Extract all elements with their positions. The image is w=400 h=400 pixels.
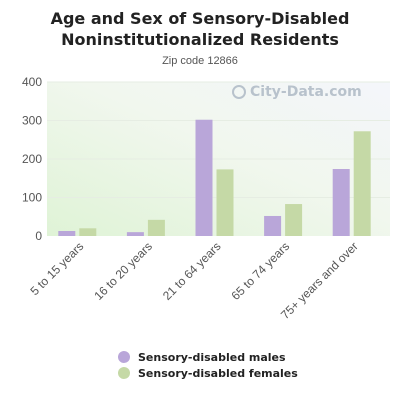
bar-males-1 — [126, 232, 144, 236]
legend: Sensory-disabled males Sensory-disabled … — [118, 349, 298, 381]
y-tick-label-0: 0 — [35, 229, 42, 243]
y-tick-label-3: 300 — [22, 114, 42, 128]
bar-males-0 — [58, 230, 76, 236]
y-tick-label-1: 100 — [22, 191, 42, 205]
bar-females-2 — [216, 169, 234, 236]
watermark-text: City-Data.com — [250, 84, 362, 100]
legend-label-females: Sensory-disabled females — [138, 366, 298, 380]
x-tick-label-3: 65 to 74 years — [229, 239, 293, 303]
x-tick-label-2: 21 to 64 years — [160, 239, 224, 303]
x-tick-label-4: 75+ years and over — [278, 239, 361, 322]
bar-males-2 — [195, 119, 213, 236]
chart-title: Age and Sex of Sensory-Disabled Noninsti… — [0, 8, 400, 50]
legend-item-females: Sensory-disabled females — [118, 365, 298, 381]
bar-males-4 — [332, 169, 350, 236]
watermark: City-Data.com — [232, 84, 362, 100]
x-tick-label-1: 16 to 20 years — [91, 239, 155, 303]
chart-subtitle: Zip code 12866 — [162, 55, 238, 67]
bar-chart: 0 100 200 300 400 5 to 15 years 16 to 20 year… — [22, 75, 390, 322]
x-tick-label-0: 5 to 15 years — [27, 239, 86, 298]
y-tick-label-2: 200 — [22, 152, 42, 166]
y-tick-label-4: 400 — [22, 75, 42, 89]
legend-swatch-females — [118, 367, 130, 379]
legend-item-males: Sensory-disabled males — [118, 349, 298, 365]
bar-females-1 — [147, 219, 165, 236]
bar-females-0 — [79, 228, 97, 236]
bar-males-3 — [264, 215, 282, 236]
chart-title-line-1: Age and Sex of Sensory-Disabled — [50, 9, 350, 28]
bar-females-4 — [353, 131, 371, 236]
legend-swatch-males — [118, 351, 130, 363]
watermark-icon — [232, 85, 246, 99]
chart-title-line-2: Noninstitutionalized Residents — [61, 30, 339, 49]
legend-label-males: Sensory-disabled males — [138, 350, 286, 364]
bar-females-3 — [285, 204, 303, 236]
